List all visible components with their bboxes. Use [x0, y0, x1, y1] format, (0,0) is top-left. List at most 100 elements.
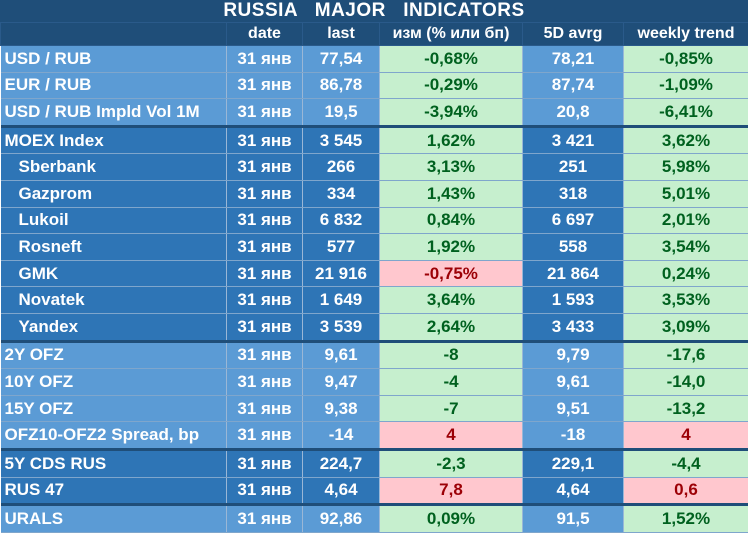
row-date: 31 янв — [227, 154, 303, 181]
row-weekly-trend: -6,41% — [624, 99, 748, 127]
row-weekly-trend: 3,54% — [624, 234, 748, 261]
row-change: 3,13% — [380, 154, 523, 181]
row-weekly-trend: -1,09% — [624, 72, 748, 99]
header-change: изм (% или бп) — [380, 23, 523, 46]
row-last: 3 545 — [303, 126, 380, 154]
row-5d-avg: 3 433 — [523, 313, 624, 341]
header-row: date last изм (% или бп) 5D avrg weekly … — [1, 23, 748, 46]
row-last: 4,64 — [303, 477, 380, 505]
table-row: GMK 31 янв 21 916 -0,75% 21 864 0,24% — [1, 260, 748, 287]
row-change: -8 — [380, 341, 523, 369]
header-weekly-trend: weekly trend — [624, 23, 748, 46]
row-date: 31 янв — [227, 422, 303, 450]
row-weekly-trend: -4,4 — [624, 449, 748, 477]
row-last: 9,47 — [303, 369, 380, 396]
row-5d-avg: 1 593 — [523, 287, 624, 314]
row-5d-avg: 251 — [523, 154, 624, 181]
row-name: 15Y OFZ — [1, 395, 227, 422]
row-change: -0,29% — [380, 72, 523, 99]
row-weekly-trend: 5,01% — [624, 180, 748, 207]
table-row: Gazprom 31 янв 334 1,43% 318 5,01% — [1, 180, 748, 207]
row-5d-avg: 3 421 — [523, 126, 624, 154]
row-name: Novatek — [1, 287, 227, 314]
row-last: 224,7 — [303, 449, 380, 477]
indicators-table: date last изм (% или бп) 5D avrg weekly … — [0, 22, 748, 533]
row-last: 92,86 — [303, 505, 380, 533]
row-date: 31 янв — [227, 180, 303, 207]
row-change: 0,84% — [380, 207, 523, 234]
row-last: 9,38 — [303, 395, 380, 422]
row-last: 77,54 — [303, 46, 380, 73]
table-row: Novatek 31 янв 1 649 3,64% 1 593 3,53% — [1, 287, 748, 314]
row-change: 1,62% — [380, 126, 523, 154]
row-weekly-trend: -13,2 — [624, 395, 748, 422]
table-row: MOEX Index 31 янв 3 545 1,62% 3 421 3,62% — [1, 126, 748, 154]
row-last: 3 539 — [303, 313, 380, 341]
row-name: MOEX Index — [1, 126, 227, 154]
row-date: 31 янв — [227, 341, 303, 369]
table-row: RUS 47 31 янв 4,64 7,8 4,64 0,6 — [1, 477, 748, 505]
row-5d-avg: 4,64 — [523, 477, 624, 505]
table-row: EUR / RUB 31 янв 86,78 -0,29% 87,74 -1,09% — [1, 72, 748, 99]
row-date: 31 янв — [227, 449, 303, 477]
table-row: 5Y CDS RUS 31 янв 224,7 -2,3 229,1 -4,4 — [1, 449, 748, 477]
table-row: 15Y OFZ 31 янв 9,38 -7 9,51 -13,2 — [1, 395, 748, 422]
row-last: 9,61 — [303, 341, 380, 369]
row-date: 31 янв — [227, 207, 303, 234]
row-change: 2,64% — [380, 313, 523, 341]
row-name: 2Y OFZ — [1, 341, 227, 369]
row-change: -0,75% — [380, 260, 523, 287]
row-last: -14 — [303, 422, 380, 450]
header-last: last — [303, 23, 380, 46]
table-row: OFZ10-OFZ2 Spread, bp 31 янв -14 4 -18 4 — [1, 422, 748, 450]
row-name: Lukoil — [1, 207, 227, 234]
row-weekly-trend: 5,98% — [624, 154, 748, 181]
table-row: USD / RUB 31 янв 77,54 -0,68% 78,21 -0,85% — [1, 46, 748, 73]
row-name: 10Y OFZ — [1, 369, 227, 396]
row-last: 6 832 — [303, 207, 380, 234]
row-change: 3,64% — [380, 287, 523, 314]
row-change: 7,8 — [380, 477, 523, 505]
row-change: -7 — [380, 395, 523, 422]
row-change: -3,94% — [380, 99, 523, 127]
row-last: 577 — [303, 234, 380, 261]
row-date: 31 янв — [227, 46, 303, 73]
row-name: Sberbank — [1, 154, 227, 181]
row-5d-avg: 9,51 — [523, 395, 624, 422]
row-name: URALS — [1, 505, 227, 533]
row-last: 334 — [303, 180, 380, 207]
row-5d-avg: 558 — [523, 234, 624, 261]
row-name: USD / RUB — [1, 46, 227, 73]
row-change: 1,43% — [380, 180, 523, 207]
row-5d-avg: 229,1 — [523, 449, 624, 477]
table-row: URALS 31 янв 92,86 0,09% 91,5 1,52% — [1, 505, 748, 533]
row-weekly-trend: 3,62% — [624, 126, 748, 154]
row-name: Yandex — [1, 313, 227, 341]
row-5d-avg: 9,79 — [523, 341, 624, 369]
row-date: 31 янв — [227, 505, 303, 533]
table-row: 2Y OFZ 31 янв 9,61 -8 9,79 -17,6 — [1, 341, 748, 369]
row-weekly-trend: 0,24% — [624, 260, 748, 287]
table-row: Rosneft 31 янв 577 1,92% 558 3,54% — [1, 234, 748, 261]
row-5d-avg: 20,8 — [523, 99, 624, 127]
sheet-title: RUSSIA MAJOR INDICATORS — [0, 0, 748, 22]
row-date: 31 янв — [227, 234, 303, 261]
row-date: 31 янв — [227, 477, 303, 505]
row-date: 31 янв — [227, 72, 303, 99]
row-5d-avg: 9,61 — [523, 369, 624, 396]
table-row: 10Y OFZ 31 янв 9,47 -4 9,61 -14,0 — [1, 369, 748, 396]
row-change: -4 — [380, 369, 523, 396]
row-weekly-trend: -14,0 — [624, 369, 748, 396]
row-weekly-trend: 0,6 — [624, 477, 748, 505]
row-date: 31 янв — [227, 287, 303, 314]
row-5d-avg: 21 864 — [523, 260, 624, 287]
row-5d-avg: 87,74 — [523, 72, 624, 99]
row-date: 31 янв — [227, 395, 303, 422]
row-weekly-trend: 1,52% — [624, 505, 748, 533]
row-date: 31 янв — [227, 99, 303, 127]
row-name: EUR / RUB — [1, 72, 227, 99]
row-change: -2,3 — [380, 449, 523, 477]
table-row: USD / RUB Impld Vol 1M 31 янв 19,5 -3,94% 20… — [1, 99, 748, 127]
header-name — [1, 23, 227, 46]
